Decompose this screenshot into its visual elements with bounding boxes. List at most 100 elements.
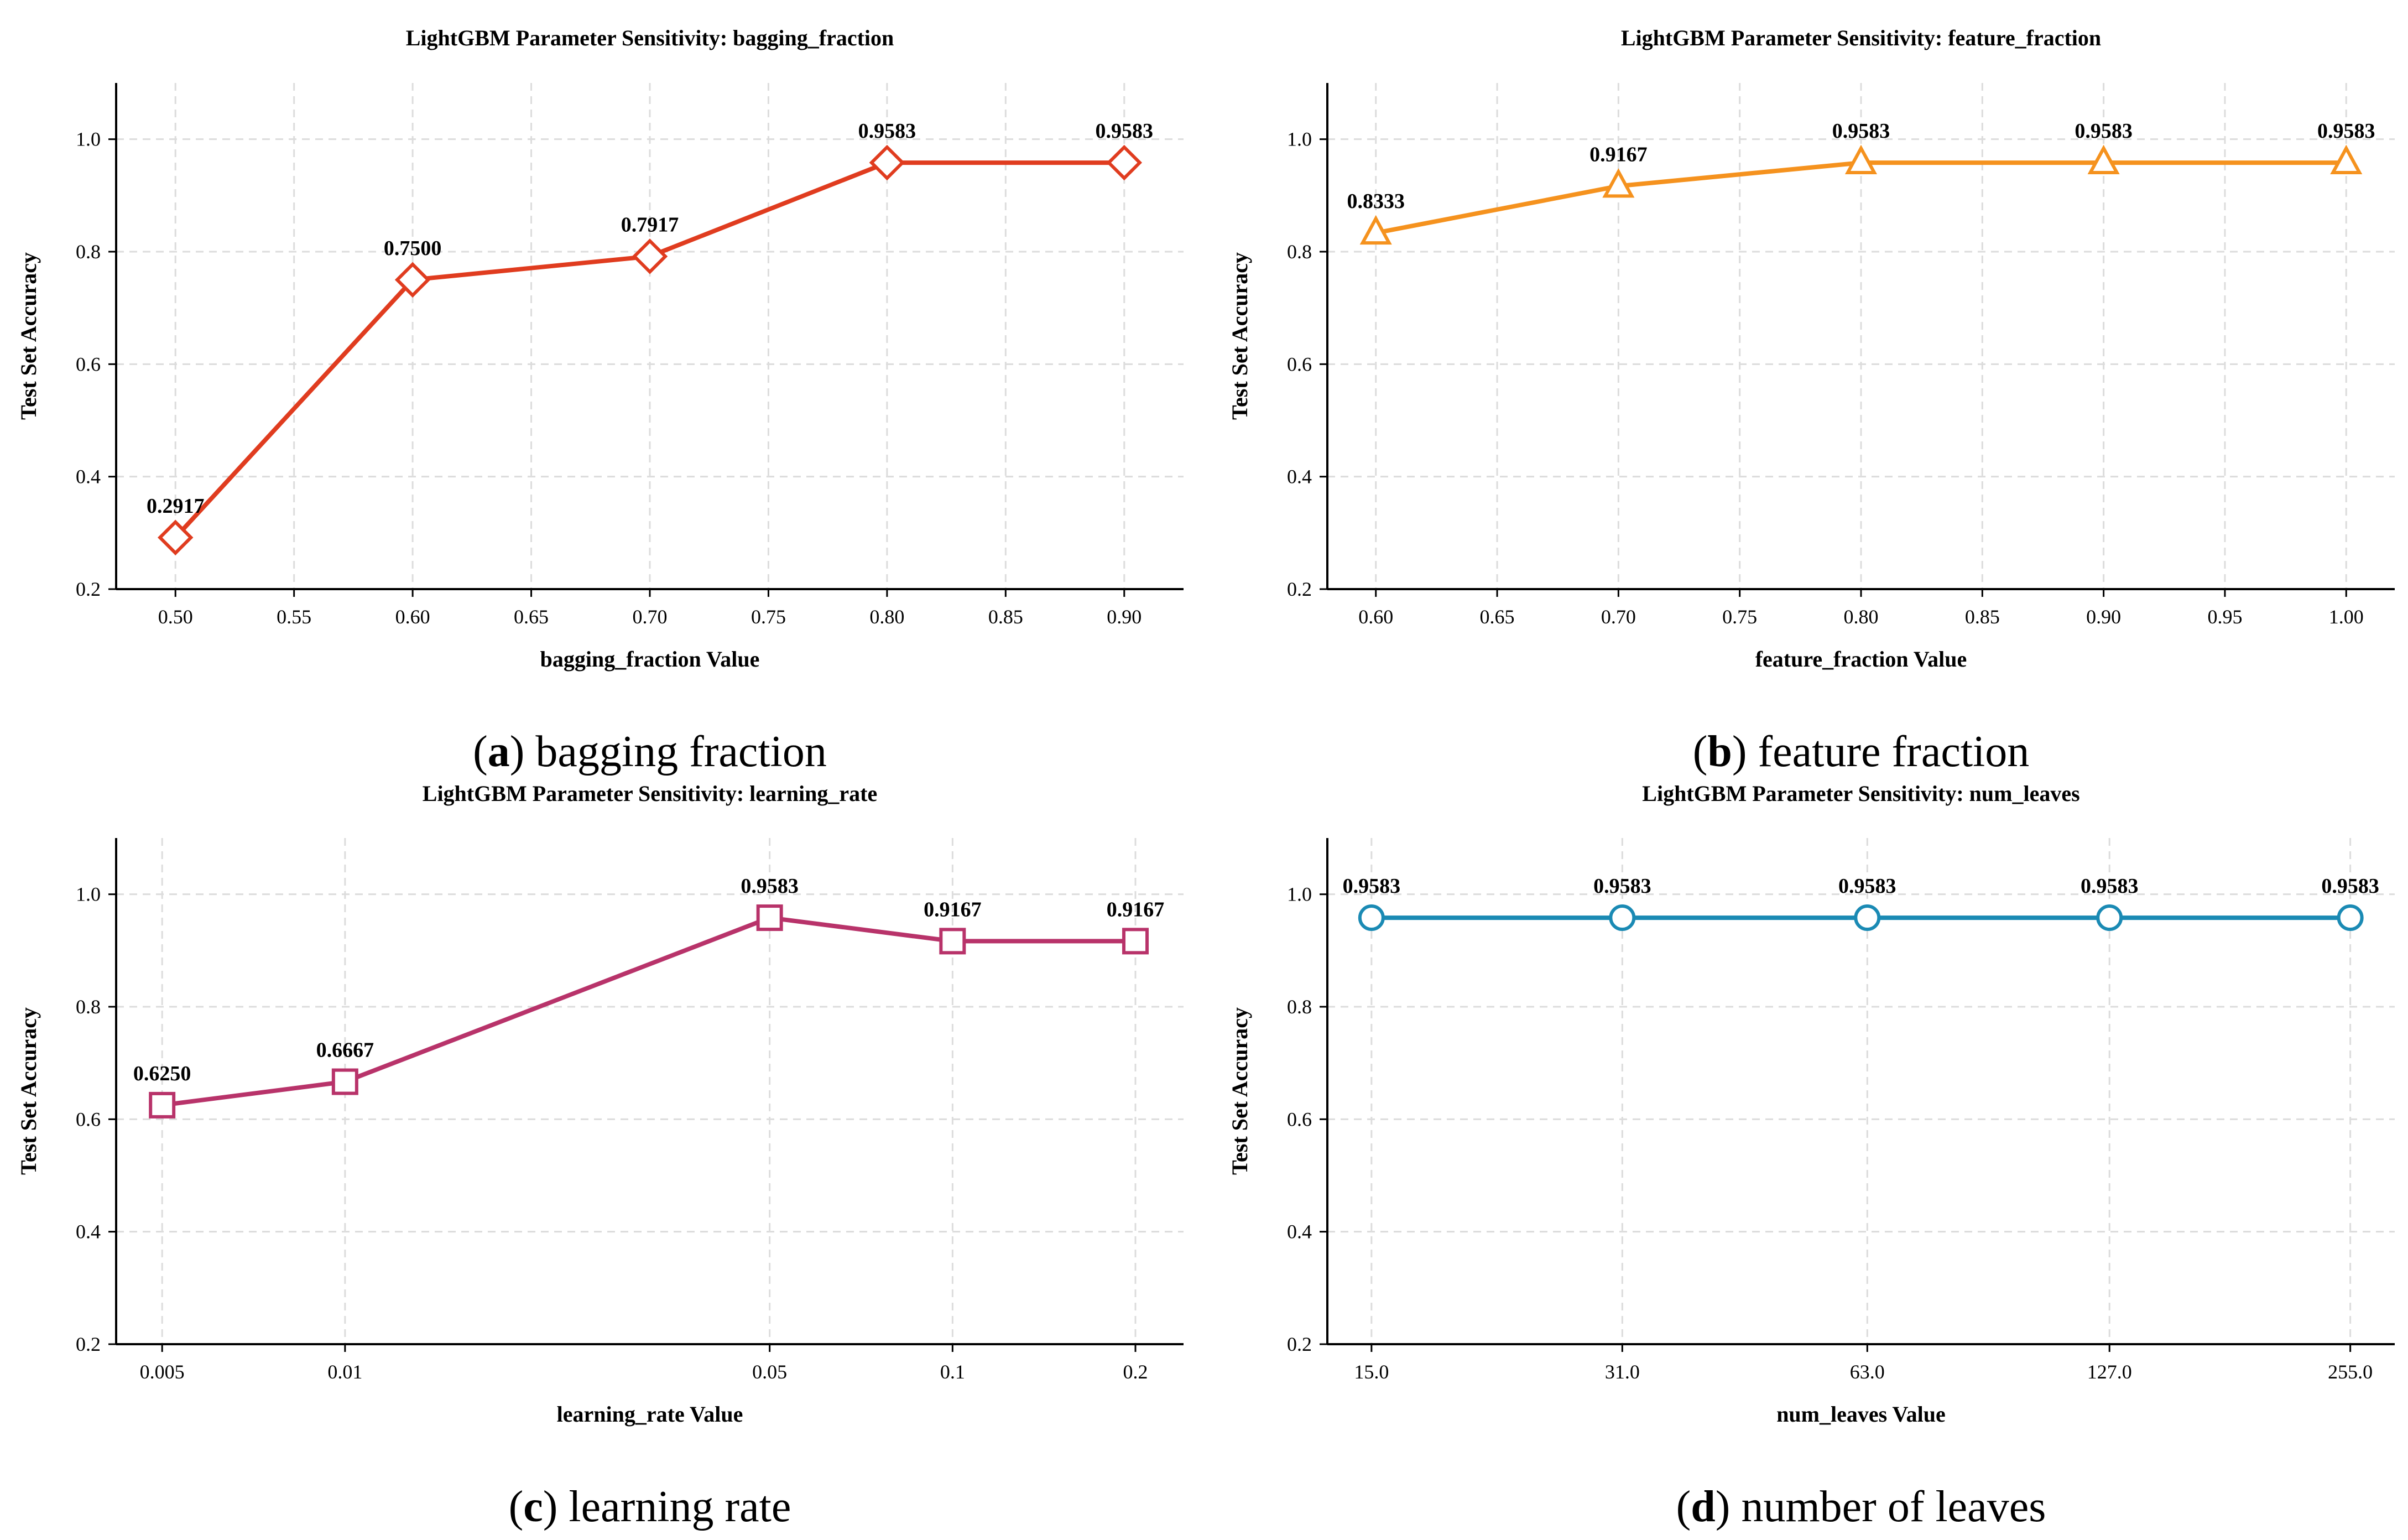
x-tick-label: 0.85 (1965, 606, 2000, 628)
data-label: 0.9167 (1107, 898, 1165, 921)
data-point-circle (2337, 904, 2364, 932)
data-point-triangle (2087, 144, 2120, 175)
data-label: 0.9583 (2321, 875, 2379, 898)
x-tick-label: 0.65 (1480, 606, 1515, 628)
y-tick-label: 1.0 (1287, 128, 1312, 150)
y-axis-label: Test Set Accuracy (16, 252, 41, 420)
x-tick-label: 0.65 (514, 606, 549, 628)
x-axis-label: bagging_fraction Value (540, 647, 760, 672)
caption-letter: b (1707, 727, 1732, 776)
data-point-circle (1358, 904, 1385, 932)
data-point-diamond (1106, 144, 1143, 181)
y-tick-label: 1.0 (1287, 883, 1312, 906)
y-tick-label: 0.8 (1287, 241, 1312, 263)
caption-letter: a (488, 727, 510, 776)
data-point-triangle (1844, 144, 1878, 175)
caption-paren-open: ( (1693, 727, 1708, 776)
x-tick-label: 0.01 (327, 1361, 362, 1383)
data-point-diamond (157, 519, 194, 556)
y-tick-label: 0.2 (76, 1333, 101, 1355)
caption-paren-open: ( (473, 727, 488, 776)
x-tick-label: 31.0 (1605, 1361, 1640, 1383)
x-axis-label: num_leaves Value (1776, 1402, 1946, 1427)
x-tick-label: 0.55 (277, 606, 311, 628)
data-point-diamond (394, 262, 431, 298)
y-tick-label: 0.6 (1287, 353, 1312, 375)
data-point-diamond (869, 144, 905, 181)
x-tick-label: 0.85 (988, 606, 1023, 628)
y-tick-label: 0.2 (1287, 1333, 1312, 1355)
data-point-square (149, 1091, 176, 1118)
data-label: 0.9583 (2075, 119, 2133, 143)
chart-title: LightGBM Parameter Sensitivity: num_leav… (1642, 781, 2079, 806)
chart-panel-d: LightGBM Parameter Sensitivity: num_leav… (1227, 781, 2395, 1531)
data-label: 0.6250 (133, 1062, 191, 1085)
data-point-circle (1854, 904, 1881, 932)
y-tick-label: 0.6 (76, 1108, 101, 1130)
data-label: 0.9583 (1343, 875, 1401, 898)
data-label: 0.2917 (147, 495, 205, 518)
x-tick-label: 0.80 (869, 606, 904, 628)
caption-paren-close: ) (543, 1482, 569, 1531)
caption-text: number of leaves (1741, 1482, 2046, 1531)
x-tick-label: 0.75 (1722, 606, 1757, 628)
panel-caption: (b) feature fraction (1693, 727, 2030, 776)
y-tick-label: 1.0 (76, 128, 101, 150)
x-tick-label: 127.0 (2087, 1361, 2132, 1383)
data-label: 0.6667 (316, 1039, 374, 1062)
x-axis-label: feature_fraction Value (1755, 647, 1967, 672)
data-label: 0.9583 (2081, 875, 2139, 898)
data-point-circle (1609, 904, 1636, 932)
data-point-triangle (2330, 144, 2363, 175)
x-tick-label: 0.50 (158, 606, 193, 628)
panel-caption: (d) number of leaves (1676, 1482, 2046, 1531)
data-label: 0.8333 (1347, 190, 1405, 213)
data-point-triangle (1602, 168, 1635, 198)
x-tick-label: 0.60 (1358, 606, 1393, 628)
data-label: 0.9583 (2317, 119, 2375, 143)
y-tick-label: 0.2 (1287, 578, 1312, 600)
y-tick-label: 0.6 (76, 353, 101, 375)
x-tick-label: 15.0 (1354, 1361, 1389, 1383)
x-tick-label: 63.0 (1850, 1361, 1885, 1383)
data-point-diamond (632, 238, 668, 274)
data-label: 0.7500 (384, 237, 442, 260)
y-tick-label: 0.2 (76, 578, 101, 600)
x-tick-label: 0.80 (1844, 606, 1879, 628)
chart-title: LightGBM Parameter Sensitivity: bagging_… (406, 25, 894, 50)
x-tick-label: 0.70 (633, 606, 668, 628)
panel-caption: (c) learning rate (509, 1482, 791, 1531)
chart-panel-c: LightGBM Parameter Sensitivity: learning… (16, 781, 1184, 1531)
data-label: 0.9583 (1593, 875, 1651, 898)
x-tick-label: 0.70 (1601, 606, 1636, 628)
data-label: 0.9167 (1589, 143, 1648, 166)
chart-panel-b: LightGBM Parameter Sensitivity: feature_… (1227, 25, 2395, 776)
data-label: 0.9583 (741, 875, 799, 898)
x-tick-label: 255.0 (2328, 1361, 2373, 1383)
x-tick-label: 0.005 (140, 1361, 185, 1383)
data-label: 0.9583 (858, 119, 916, 143)
caption-paren-open: ( (1676, 1482, 1691, 1531)
data-point-circle (2096, 904, 2123, 932)
data-point-square (756, 904, 783, 932)
x-tick-label: 1.00 (2329, 606, 2364, 628)
x-tick-label: 0.95 (2207, 606, 2242, 628)
data-label: 0.9583 (1838, 875, 1896, 898)
y-tick-label: 0.4 (76, 1221, 101, 1243)
caption-paren-close: ) (510, 727, 536, 776)
y-tick-label: 0.6 (1287, 1108, 1312, 1130)
caption-letter: d (1691, 1482, 1716, 1531)
x-tick-label: 0.2 (1123, 1361, 1148, 1383)
caption-paren-open: ( (509, 1482, 524, 1531)
chart-title: LightGBM Parameter Sensitivity: feature_… (1621, 25, 2101, 50)
x-tick-label: 0.75 (751, 606, 786, 628)
series-line (160, 915, 1138, 1107)
y-tick-label: 0.8 (76, 241, 101, 263)
chart-panel-a: LightGBM Parameter Sensitivity: bagging_… (16, 25, 1184, 776)
data-point-square (331, 1068, 358, 1095)
caption-paren-close: ) (1716, 1482, 1742, 1531)
x-tick-label: 0.90 (1107, 606, 1142, 628)
data-point-triangle (1359, 215, 1392, 245)
caption-text: feature fraction (1758, 727, 2030, 776)
x-tick-label: 0.90 (2086, 606, 2121, 628)
